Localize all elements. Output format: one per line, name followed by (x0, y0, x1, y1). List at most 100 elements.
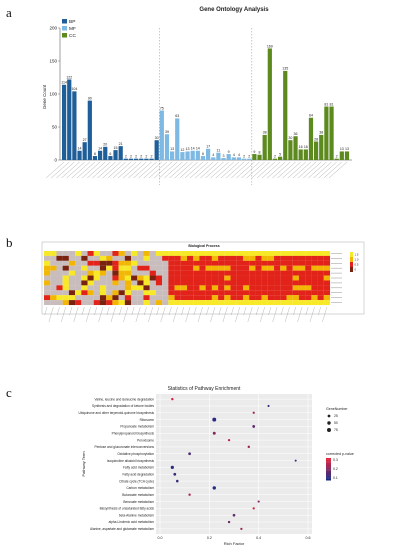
heatmap-cell (124, 295, 132, 301)
heatmap-cell (93, 285, 101, 291)
heatmap-column-label (81, 306, 85, 316)
heatmap-cell (155, 260, 163, 266)
go-x-tick-label (287, 161, 306, 179)
go-bar-value-label: 13 (345, 147, 349, 151)
heatmap-cell (131, 290, 138, 296)
go-x-tick-label (328, 161, 348, 179)
heatmap-cell (261, 290, 268, 296)
p-value-gradient-step (326, 467, 331, 470)
heatmap-cell (280, 290, 287, 296)
go-x-tick-label (272, 161, 291, 179)
heatmap-cell (155, 255, 163, 261)
heatmap-cell (205, 255, 212, 261)
heatmap-cell (218, 270, 225, 276)
heatmap-cell (193, 275, 200, 281)
heatmap-cell (56, 280, 63, 286)
heatmap-cell (317, 285, 324, 291)
panel-letter-a: a (6, 5, 12, 20)
heatmap-scale-label: 0 (355, 268, 357, 272)
go-bar-value-label: 6 (94, 152, 96, 156)
heatmap-cell (274, 251, 281, 256)
go-bar-mf (175, 118, 180, 160)
heatmap-cell (118, 270, 125, 276)
heatmap-cell (280, 255, 287, 261)
heatmap-cell (50, 295, 57, 301)
heatmap-cell (124, 280, 132, 286)
heatmap-cell (99, 285, 107, 291)
heatmap-cell (87, 270, 94, 276)
heatmap-cell (124, 285, 132, 291)
heatmap-cell (50, 280, 57, 286)
heatmap-scale-label: 0.5 (355, 263, 359, 267)
heatmap-cell (218, 265, 225, 271)
heatmap-cell (162, 255, 169, 261)
go-bar-mf (159, 110, 164, 160)
go-bar-mf (185, 151, 190, 160)
heatmap-cell (249, 280, 256, 286)
heatmap-cell (56, 270, 63, 276)
p-value-gradient-step (326, 464, 331, 467)
heatmap-cell (174, 270, 181, 276)
heatmap-cell (162, 265, 169, 271)
go-x-tick-label (256, 161, 276, 179)
heatmap-cell (93, 300, 101, 306)
go-bar-chart: Gene Ontology Analysis Gene Count 0 50 100… (42, 7, 352, 185)
go-bar-value-label: 104 (71, 87, 77, 91)
heatmap-cell (205, 260, 212, 266)
heatmap-cell (255, 265, 262, 271)
go-bar-bp (113, 150, 118, 160)
go-x-tick-label (97, 161, 116, 179)
legend-swatch-mf (62, 26, 67, 31)
pathway-point (267, 404, 270, 408)
heatmap-cell (99, 300, 107, 306)
heatmap-column-label (243, 306, 247, 316)
heatmap-cell (62, 275, 69, 281)
go-bar-value-label: 14 (196, 147, 200, 151)
heatmap-cell (118, 255, 125, 261)
heatmap-cell (187, 300, 194, 306)
heatmap-cell (211, 285, 219, 291)
heatmap-cell (286, 270, 293, 276)
heatmap-cell (168, 260, 175, 266)
heatmap-cell (68, 290, 76, 296)
heatmap-cell (168, 290, 175, 296)
go-x-tick-label (66, 161, 85, 179)
heatmap-cell (249, 270, 256, 276)
heatmap-column-label (297, 306, 303, 323)
heatmap-cell (106, 290, 113, 296)
heatmap-cell (93, 295, 101, 301)
heatmap-cell (56, 260, 63, 266)
heatmap-cell (87, 255, 94, 261)
heatmap-cell (155, 295, 163, 301)
go-x-tick-label (303, 161, 322, 179)
heatmap-cell (280, 295, 287, 301)
pathway-point (252, 411, 255, 414)
heatmap-cell (298, 290, 306, 296)
heatmap-cell (180, 255, 188, 261)
heatmap-cell (286, 260, 293, 266)
go-x-tick-label (71, 161, 90, 179)
heatmap-cell (280, 270, 287, 276)
go-bar-value-label: 14 (98, 147, 102, 151)
heatmap-cell (174, 275, 181, 281)
go-bar-value-label: 17 (206, 145, 210, 149)
heatmap-cell (286, 255, 293, 261)
heatmap-cell (224, 270, 231, 276)
heatmap-cell (118, 275, 125, 281)
heatmap-column-label (210, 306, 216, 323)
heatmap-cell (298, 280, 306, 286)
heatmap-cell (143, 285, 150, 291)
heatmap-cell (75, 265, 82, 271)
gene-number-legend: GeneNumber 25 50 75 (326, 407, 348, 432)
heatmap-cell (174, 260, 181, 266)
go-x-tick-label (148, 161, 168, 179)
heatmap-cell (75, 255, 82, 261)
go-bar-mf (200, 156, 206, 160)
go-bar-bp (128, 158, 134, 160)
heatmap-cell (249, 260, 256, 266)
heatmap-cell (155, 251, 163, 256)
heatmap-cell (124, 251, 132, 256)
go-bar-value-label: 30 (288, 136, 292, 140)
go-bar-value-label: 30 (155, 136, 159, 140)
heatmap-cell (112, 300, 119, 306)
